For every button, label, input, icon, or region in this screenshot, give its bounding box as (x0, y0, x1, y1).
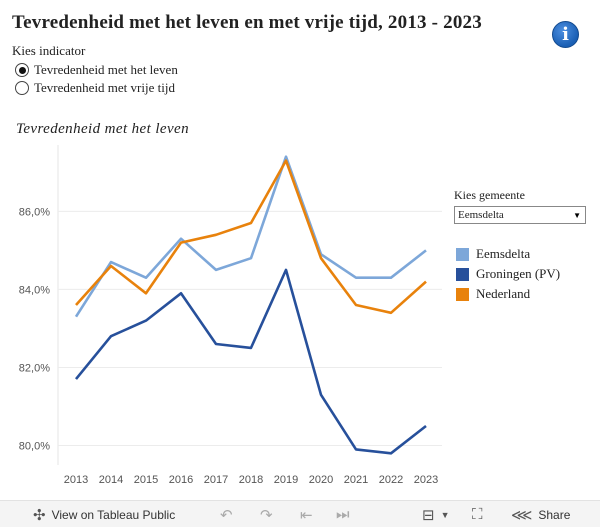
radio-checked-icon[interactable] (15, 63, 29, 77)
legend-swatch-groningen (456, 267, 469, 281)
share-icon: ⋘ (511, 506, 533, 524)
revert-icon: ⇤ (300, 506, 313, 524)
fullscreen-icon: ⛶ (472, 506, 483, 523)
legend-label-groningen: Groningen (PV) (476, 266, 561, 281)
x-tick-label: 2022 (379, 474, 403, 486)
view-on-tableau-link[interactable]: ✣ View on Tableau Public (33, 501, 175, 528)
x-tick-label: 2018 (239, 474, 263, 486)
redo-button[interactable]: ↷ (260, 501, 273, 528)
x-tick-label: 2016 (169, 474, 193, 486)
x-tick-label: 2017 (204, 474, 228, 486)
radio-option-vrije-tijd[interactable]: Tevredenheid met vrije tijd (15, 80, 175, 96)
x-tick-label: 2013 (64, 474, 88, 486)
download-caret-icon: ▼ (440, 509, 450, 520)
x-tick-label: 2019 (274, 474, 298, 486)
legend-item[interactable]: Eemsdelta (456, 244, 560, 264)
legend-swatch-nederland (456, 287, 469, 301)
legend-item[interactable]: Nederland (456, 284, 560, 304)
pause-button[interactable]: ⏭ (336, 501, 350, 528)
legend: Eemsdelta Groningen (PV) Nederland (456, 244, 560, 304)
radio-label-vrije-tijd: Tevredenheid met vrije tijd (34, 80, 175, 95)
legend-label-eemsdelta: Eemsdelta (476, 246, 531, 261)
share-label: Share (538, 507, 571, 522)
gemeente-selected-value: Eemsdelta (458, 209, 504, 221)
y-tick-label: 80,0% (19, 440, 50, 452)
chart-title: Tevredenheid met het leven (16, 121, 189, 137)
share-button[interactable]: ⋘ Share (511, 501, 570, 528)
series-line-nederland[interactable] (75, 159, 427, 315)
tableau-footer: ✣ View on Tableau Public ↶ ↷ ⇤ ⏭ ⊟ ▼ ⛶ ⋘… (0, 500, 600, 527)
dropdown-arrow-icon[interactable]: ▼ (573, 210, 581, 220)
gemeente-label: Kies gemeente (454, 188, 525, 202)
fullscreen-button[interactable]: ⛶ (472, 501, 483, 528)
info-icon[interactable]: i (552, 21, 579, 48)
gemeente-dropdown[interactable]: Eemsdelta ▼ (454, 206, 586, 224)
radio-label-leven: Tevredenheid met het leven (34, 62, 178, 77)
legend-swatch-eemsdelta (456, 247, 469, 261)
legend-label-nederland: Nederland (476, 286, 531, 301)
y-tick-label: 82,0% (19, 362, 50, 374)
x-tick-label: 2015 (134, 474, 158, 486)
pause-icon: ⏭ (336, 506, 350, 523)
legend-item[interactable]: Groningen (PV) (456, 264, 560, 284)
radio-unchecked-icon[interactable] (15, 81, 29, 95)
download-icon: ⊟ (422, 506, 435, 524)
series-line-eemsdelta[interactable] (74, 155, 427, 318)
x-tick-label: 2014 (99, 474, 123, 486)
series-line-groningen-pv[interactable] (74, 268, 427, 455)
y-tick-label: 86,0% (19, 206, 50, 218)
line-chart: 80,0% 82,0% 84,0% 86,0% 2013 2014 2015 2016 201… (19, 145, 442, 486)
undo-icon: ↶ (220, 506, 233, 524)
download-button[interactable]: ⊟ ▼ (422, 501, 450, 528)
redo-icon: ↷ (260, 506, 273, 524)
y-tick-label: 84,0% (19, 284, 50, 296)
revert-button[interactable]: ⇤ (300, 501, 313, 528)
x-tick-label: 2020 (309, 474, 333, 486)
view-on-tableau-label: View on Tableau Public (51, 507, 176, 522)
dashboard-title: Tevredenheid met het leven en met vrije … (12, 12, 482, 33)
tableau-logo-icon: ✣ (33, 506, 46, 524)
x-tick-label: 2021 (344, 474, 368, 486)
x-tick-label: 2023 (414, 474, 438, 486)
undo-button[interactable]: ↶ (220, 501, 233, 528)
radio-option-leven[interactable]: Tevredenheid met het leven (15, 62, 178, 78)
indicator-label: Kies indicator (12, 43, 86, 58)
